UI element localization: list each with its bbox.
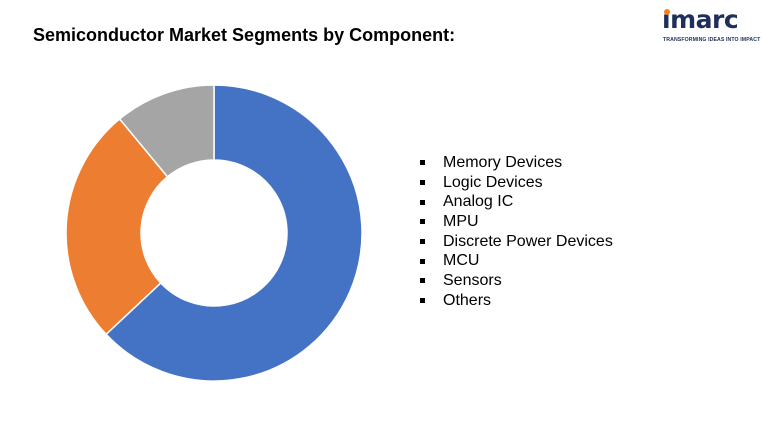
slice-analog-ic bbox=[118, 84, 215, 178]
legend-label: Sensors bbox=[443, 271, 502, 289]
legend-item-memory-devices: Memory Devices bbox=[418, 153, 613, 173]
legend-item-discrete-power-devices: Discrete Power Devices bbox=[418, 232, 613, 252]
legend-label: MCU bbox=[443, 252, 480, 270]
chart-title: Semiconductor Market Segments by Compone… bbox=[33, 25, 456, 45]
logo-tagline: TRANSFORMING IDEAS INTO IMPACT bbox=[663, 37, 761, 43]
legend-item-logic-devices: Logic Devices bbox=[418, 173, 613, 193]
legend-bullet bbox=[420, 278, 425, 284]
legend-bullet bbox=[420, 219, 425, 225]
legend-label: Others bbox=[443, 291, 492, 309]
legend-bullet bbox=[420, 160, 425, 166]
legend-item-sensors: Sensors bbox=[418, 271, 613, 291]
legend-item-analog-ic: Analog IC bbox=[418, 192, 613, 212]
legend-bullet bbox=[420, 298, 425, 304]
chart-legend: Memory Devices Logic Devices Analog IC MPU D… bbox=[418, 153, 613, 311]
imarc-logo: ı marc TRANSFORMING IDEAS INTO IMPACT bbox=[662, 5, 760, 48]
legend-bullet bbox=[420, 180, 425, 186]
legend-label: Analog IC bbox=[443, 193, 514, 211]
legend-label: Discrete Power Devices bbox=[443, 232, 613, 250]
legend-item-mpu: MPU bbox=[418, 212, 613, 232]
slice-logic-devices bbox=[65, 117, 169, 336]
logo-i-letter: ı bbox=[662, 5, 671, 34]
legend-label: Logic Devices bbox=[443, 173, 543, 191]
slice-memory-devices bbox=[105, 84, 363, 382]
logo-i-dot bbox=[664, 9, 670, 15]
logo-wordmark: ı marc bbox=[662, 5, 739, 35]
legend-item-others: Others bbox=[418, 291, 613, 311]
legend-bullet bbox=[420, 258, 425, 264]
legend-bullet bbox=[420, 239, 425, 245]
legend-item-mcu: MCU bbox=[418, 251, 613, 271]
logo-rest-letters: marc bbox=[670, 5, 739, 34]
legend-label: Memory Devices bbox=[443, 153, 563, 171]
legend-bullet bbox=[420, 199, 425, 205]
legend-label: MPU bbox=[443, 212, 479, 230]
